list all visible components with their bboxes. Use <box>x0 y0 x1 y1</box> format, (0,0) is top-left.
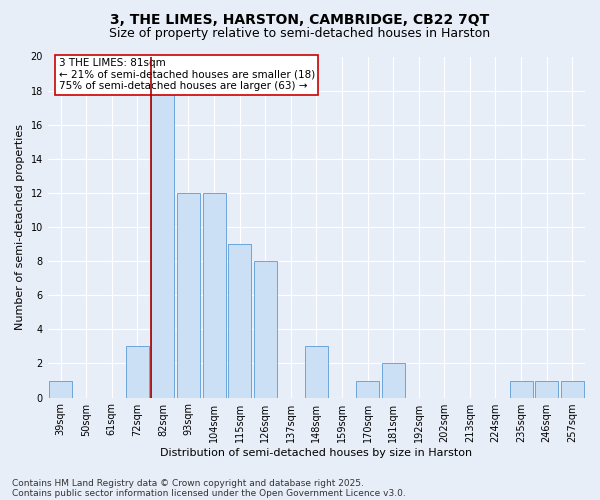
Bar <box>560 380 584 398</box>
Bar <box>254 261 277 398</box>
Bar <box>535 380 558 398</box>
Bar <box>126 346 149 398</box>
Text: Contains public sector information licensed under the Open Government Licence v3: Contains public sector information licen… <box>12 488 406 498</box>
Bar <box>305 346 328 398</box>
Bar <box>151 74 175 398</box>
Text: Size of property relative to semi-detached houses in Harston: Size of property relative to semi-detach… <box>109 28 491 40</box>
Bar <box>228 244 251 398</box>
Text: 3 THE LIMES: 81sqm
← 21% of semi-detached houses are smaller (18)
75% of semi-de: 3 THE LIMES: 81sqm ← 21% of semi-detache… <box>59 58 315 92</box>
Bar <box>356 380 379 398</box>
Bar <box>203 193 226 398</box>
Bar <box>177 193 200 398</box>
Text: 3, THE LIMES, HARSTON, CAMBRIDGE, CB22 7QT: 3, THE LIMES, HARSTON, CAMBRIDGE, CB22 7… <box>110 12 490 26</box>
Text: Contains HM Land Registry data © Crown copyright and database right 2025.: Contains HM Land Registry data © Crown c… <box>12 478 364 488</box>
X-axis label: Distribution of semi-detached houses by size in Harston: Distribution of semi-detached houses by … <box>160 448 472 458</box>
Bar <box>49 380 72 398</box>
Y-axis label: Number of semi-detached properties: Number of semi-detached properties <box>15 124 25 330</box>
Bar <box>509 380 533 398</box>
Bar <box>382 364 404 398</box>
